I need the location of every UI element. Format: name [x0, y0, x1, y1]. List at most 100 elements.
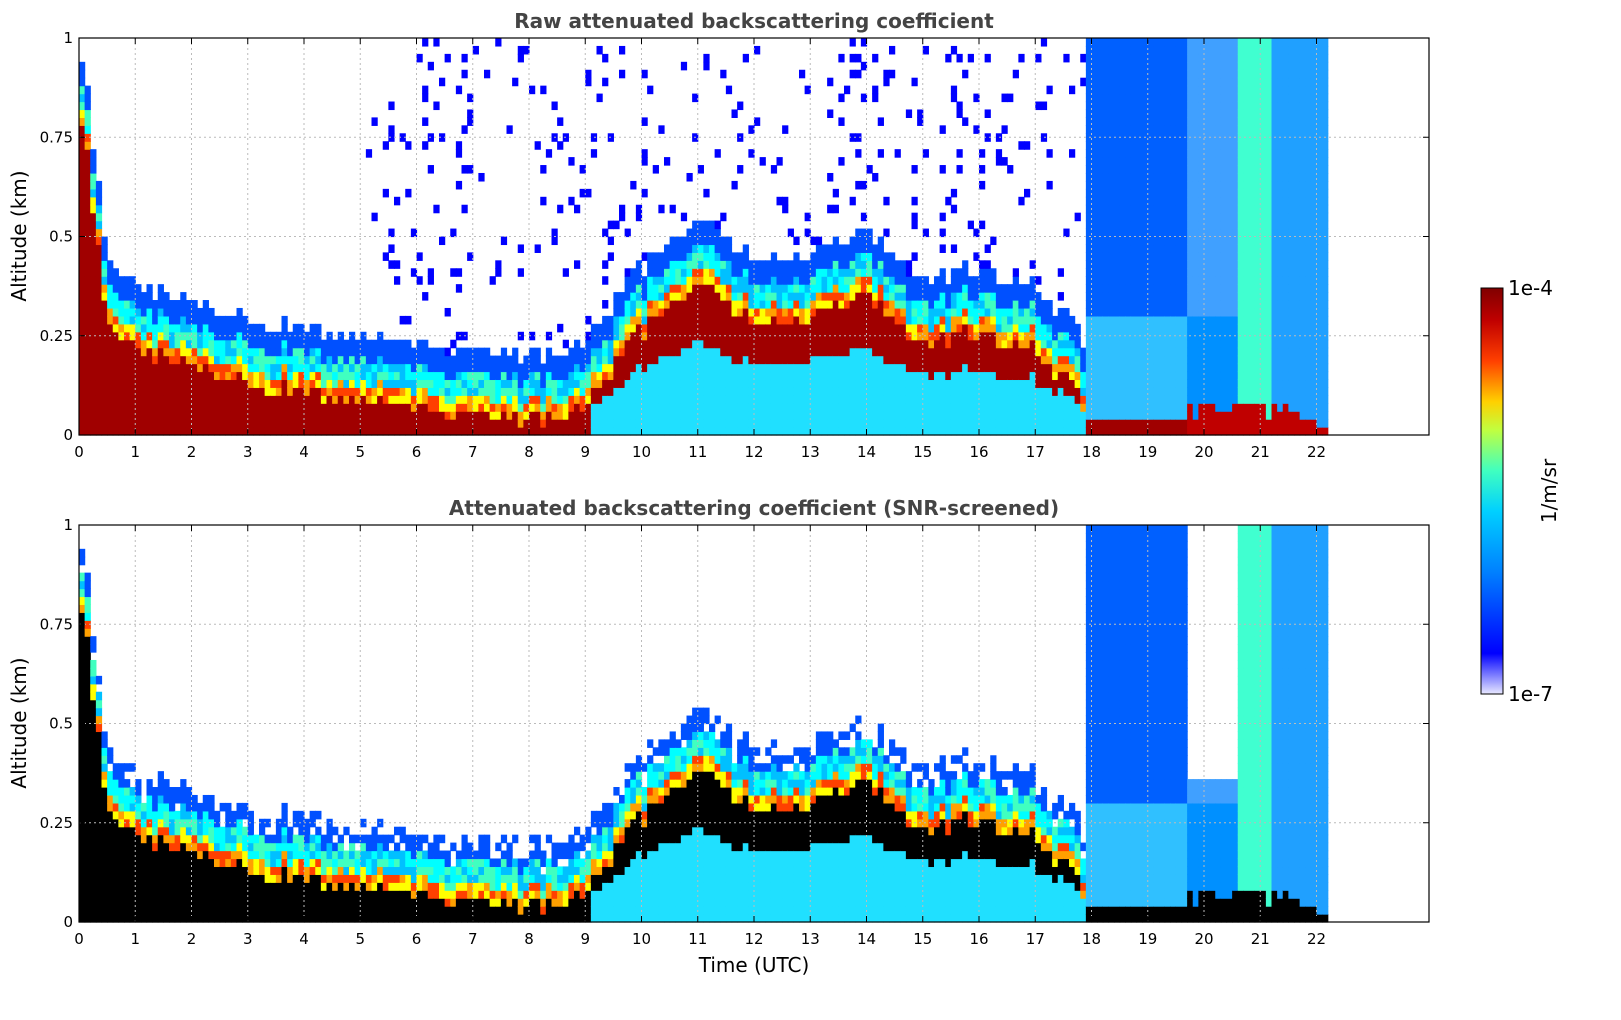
- heatmap-cell: [1181, 204, 1188, 214]
- heatmap-cell: [1181, 236, 1188, 246]
- heatmap-cell: [1204, 307, 1211, 317]
- heatmap-cell: [1192, 268, 1199, 277]
- heatmap-cell: [1243, 204, 1250, 214]
- heatmap-cell: [562, 387, 569, 396]
- heatmap-cell: [889, 363, 896, 373]
- heatmap-cell: [140, 387, 148, 396]
- heatmap-cell: [540, 411, 547, 420]
- heatmap-cell: [602, 387, 609, 396]
- heatmap-cell: [703, 236, 710, 246]
- heatmap-cell: [1209, 276, 1216, 285]
- heatmap-cell: [427, 276, 434, 285]
- heatmap-cell: [1040, 419, 1048, 428]
- heatmap-cell: [365, 379, 373, 388]
- heatmap-cell: [1220, 339, 1228, 349]
- heatmap-cell: [517, 379, 524, 388]
- heatmap-cell: [1108, 165, 1115, 174]
- heatmap-cell: [804, 284, 811, 293]
- heatmap-cell: [855, 363, 862, 373]
- heatmap-cell: [1085, 69, 1093, 79]
- heatmap-cell: [995, 347, 1003, 357]
- heatmap-cell: [1243, 411, 1250, 420]
- heatmap-cell: [742, 307, 749, 317]
- heatmap-cell: [979, 323, 986, 333]
- heatmap-cell: [585, 331, 592, 341]
- heatmap-cell: [79, 109, 86, 118]
- heatmap-cell: [1018, 331, 1025, 341]
- heatmap-cell: [776, 292, 783, 301]
- heatmap-cell: [776, 411, 783, 420]
- heatmap-cell: [1069, 331, 1076, 341]
- heatmap-cell: [1181, 292, 1188, 301]
- heatmap-cell: [95, 260, 103, 269]
- heatmap-cell: [1102, 252, 1109, 261]
- heatmap-cell: [950, 403, 958, 412]
- heatmap-cell: [174, 403, 181, 412]
- heatmap-cell: [742, 371, 749, 381]
- heatmap-cell: [962, 403, 969, 412]
- heatmap-cell: [1040, 427, 1048, 436]
- heatmap-cell: [1125, 38, 1132, 47]
- heatmap-cell: [1192, 307, 1199, 317]
- heatmap-cell: [365, 411, 373, 420]
- heatmap-cell: [1007, 411, 1014, 420]
- heatmap-cell: [354, 411, 361, 420]
- heatmap-cell: [686, 411, 693, 420]
- heatmap-cell: [1209, 220, 1216, 230]
- heatmap-cell: [630, 419, 637, 428]
- heatmap-cell: [950, 45, 958, 55]
- heatmap-cell: [675, 323, 682, 333]
- heatmap-cell: [821, 355, 828, 365]
- heatmap-cell: [208, 363, 215, 373]
- heatmap-cell: [844, 323, 851, 333]
- heatmap-cell: [1057, 268, 1064, 277]
- heatmap-cell: [427, 61, 434, 71]
- heatmap-cell: [489, 276, 496, 285]
- heatmap-cell: [799, 276, 806, 285]
- heatmap-cell: [754, 347, 761, 357]
- heatmap-cell: [844, 284, 851, 293]
- heatmap-cell: [1108, 403, 1115, 412]
- heatmap-cell: [1170, 212, 1177, 222]
- heatmap-cell: [641, 403, 648, 412]
- heatmap-cell: [1192, 379, 1199, 388]
- heatmap-cell: [894, 379, 901, 388]
- heatmap-cell: [1226, 220, 1233, 230]
- heatmap-cell: [1159, 220, 1166, 230]
- heatmap-cell: [439, 355, 446, 365]
- heatmap-cell: [1204, 427, 1211, 436]
- heatmap-cell: [416, 427, 423, 436]
- heatmap-cell: [140, 371, 148, 381]
- heatmap-cell: [596, 339, 603, 349]
- heatmap-cell: [590, 323, 598, 333]
- heatmap-cell: [1209, 339, 1216, 349]
- heatmap-cell: [1069, 411, 1076, 420]
- heatmap-cell: [630, 427, 637, 436]
- heatmap-cell: [1159, 371, 1166, 381]
- heatmap-cell: [799, 260, 806, 269]
- heatmap-cell: [84, 236, 91, 246]
- heatmap-cell: [731, 284, 738, 293]
- heatmap-cell: [1136, 61, 1143, 71]
- heatmap-cell: [1187, 315, 1194, 325]
- heatmap-cell: [872, 307, 879, 317]
- heatmap-cell: [905, 339, 913, 349]
- heatmap-cell: [388, 355, 395, 365]
- heatmap-cell: [675, 395, 682, 404]
- heatmap-cell: [1215, 85, 1222, 95]
- heatmap-cell: [1114, 300, 1121, 309]
- heatmap-cell: [911, 315, 918, 325]
- heatmap-cell: [950, 307, 958, 317]
- heatmap-cell: [821, 276, 828, 285]
- heatmap-cell: [1091, 284, 1098, 293]
- heatmap-cell: [714, 323, 721, 333]
- heatmap-cell: [990, 355, 997, 365]
- heatmap-cell: [557, 419, 564, 428]
- heatmap-cell: [1170, 188, 1177, 198]
- heatmap-cell: [675, 292, 682, 301]
- heatmap-cell: [163, 347, 170, 357]
- heatmap-cell: [990, 371, 997, 381]
- heatmap-cell: [517, 371, 524, 381]
- heatmap-cell: [444, 411, 451, 420]
- heatmap-cell: [675, 300, 682, 309]
